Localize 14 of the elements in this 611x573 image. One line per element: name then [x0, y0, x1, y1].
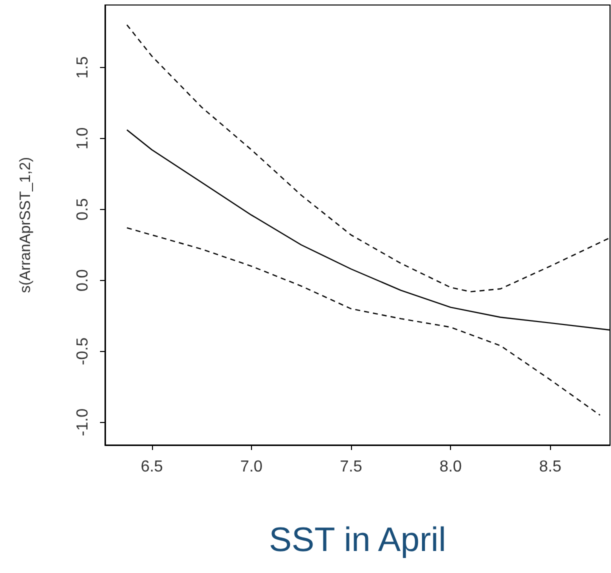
line-series	[126, 227, 601, 416]
y-tick-label: 1.5	[74, 56, 92, 79]
y-tick-label: -0.5	[74, 337, 92, 366]
x-tick-label: 7.5	[340, 458, 362, 476]
x-tick-label: 8.0	[440, 458, 462, 476]
x-axis-title: SST in April	[268, 521, 446, 559]
y-tick-label: 0.0	[74, 269, 92, 292]
y-tick-label: 0.5	[74, 198, 92, 221]
x-tick-label: 6.5	[140, 458, 164, 476]
y-tick-label: 1.0	[74, 127, 92, 150]
y-axis-title: s(ArranAprSST_1,2)	[17, 157, 34, 293]
x-tick-label: 8.5	[539, 458, 562, 476]
y-tick-label: -1.0	[74, 408, 92, 436]
x-tick-label: 7.0	[240, 458, 263, 476]
